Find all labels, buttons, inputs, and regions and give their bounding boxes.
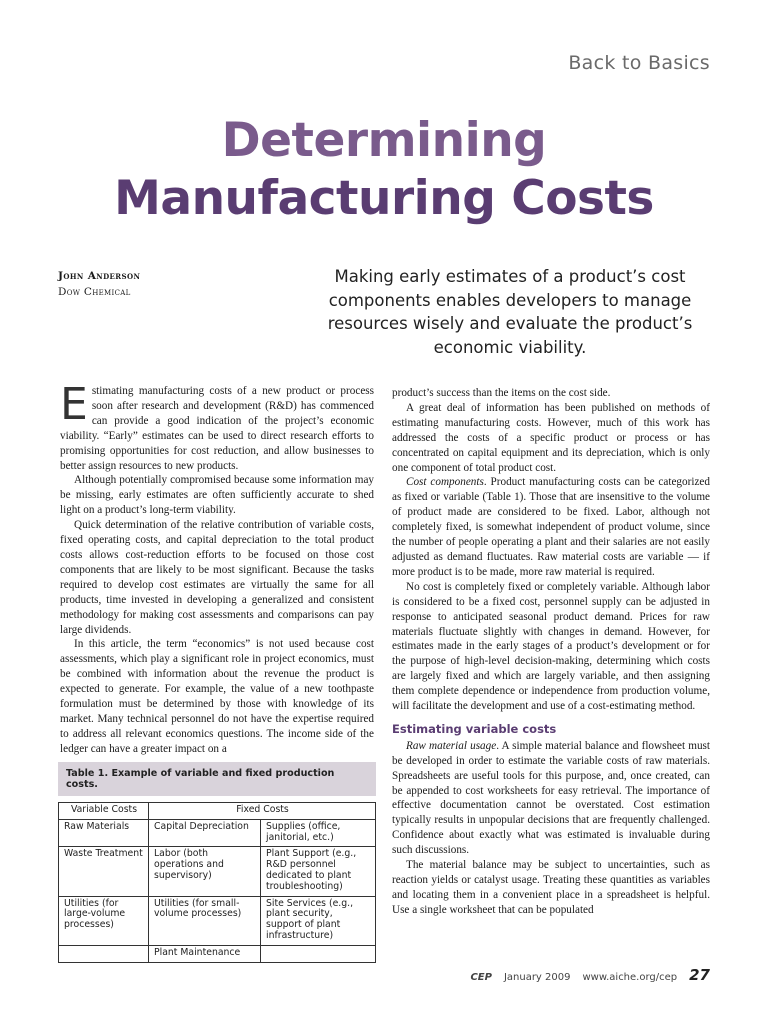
paragraph: The material balance may be subject to u… [392, 859, 710, 916]
author-affiliation: Dow Chemical [58, 286, 131, 298]
table-caption: Table 1. Example of variable and fixed p… [58, 762, 376, 796]
table-cell: Capital Depreciation [148, 818, 261, 848]
article-deck: Making early estimates of a product’s co… [327, 267, 693, 357]
paragraph: Although potentially compromised because… [60, 474, 374, 517]
cost-table-box: Table 1. Example of variable and fixed p… [58, 762, 376, 963]
paragraph: Cost components. Product manufacturing c… [392, 475, 710, 579]
article-title: Determining Manufacturing Costs [0, 112, 768, 228]
paragraph: product’s success than the items on the … [392, 387, 611, 399]
subhead: Estimating variable costs [392, 721, 557, 736]
page-number: 27 [689, 966, 710, 984]
paragraph: In this article, the term “economics” is… [60, 638, 374, 755]
table-cell: Raw Materials [58, 818, 149, 848]
publication-name: CEP [470, 972, 492, 983]
paragraph: No cost is completely fixed or completel… [392, 580, 710, 713]
cost-table: Variable Costs Fixed Costs Raw Materials… [58, 802, 376, 963]
drop-cap: E [60, 379, 88, 430]
table-header-row: Variable Costs Fixed Costs [58, 802, 376, 820]
table-cell: Plant Maintenance [148, 944, 261, 963]
paragraph: A great deal of information has been pub… [392, 401, 710, 474]
table-cell: Waste Treatment [58, 846, 149, 897]
table-cell: Labor (both operations and supervisory) [148, 846, 261, 897]
table-cell [58, 944, 149, 963]
paragraph: Quick determination of the relative cont… [60, 519, 374, 636]
table-cell: Utilities (for large-volume processes) [58, 895, 149, 946]
title-line-2: Manufacturing Costs [114, 171, 654, 226]
author-name: John Anderson [58, 270, 141, 282]
run-in-head: Raw material usage [406, 739, 497, 752]
table-row: Utilities (for large-volume processes) U… [58, 895, 376, 946]
table-cell: Plant Support (e.g., R&D personnel dedic… [260, 846, 376, 897]
table-row: Plant Maintenance [58, 944, 376, 963]
paragraph-intro-text: stimating manufacturing costs of a new p… [60, 385, 374, 472]
section-label: Back to Basics [568, 52, 710, 74]
paragraph: Raw material usage. A simple material ba… [392, 739, 710, 858]
publication-url: www.aiche.org/cep [582, 972, 678, 983]
run-in-head: Cost components [406, 476, 484, 489]
table-row: Raw Materials Capital Depreciation Suppl… [58, 818, 376, 848]
table-cell [260, 944, 376, 963]
paragraph-text: . A simple material balance and flowshee… [392, 739, 710, 857]
header-fixed-costs: Fixed Costs [148, 802, 376, 820]
table-row: Waste Treatment Labor (both operations a… [58, 846, 376, 897]
table-cell: Supplies (office, janitorial, etc.) [260, 818, 376, 848]
page-footer: CEP January 2009 www.aiche.org/cep 27 [470, 966, 710, 984]
header-variable-costs: Variable Costs [58, 802, 149, 820]
paragraph-text: . Product manufacturing costs can be cat… [392, 476, 710, 578]
issue-date: January 2009 [503, 972, 571, 983]
title-line-1: Determining [221, 113, 547, 168]
byline: John Anderson Dow Chemical [58, 268, 140, 300]
body-column-right: product’s success than the items on the … [392, 386, 710, 918]
table-cell: Utilities (for small-volume processes) [148, 895, 261, 946]
table-cell: Site Services (e.g., plant security, sup… [260, 895, 376, 946]
